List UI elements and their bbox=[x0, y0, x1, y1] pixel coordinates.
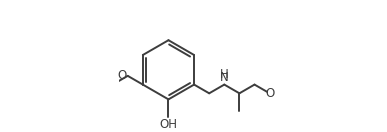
Text: O: O bbox=[117, 69, 127, 82]
Text: H: H bbox=[220, 68, 229, 81]
Text: OH: OH bbox=[159, 118, 178, 131]
Text: N: N bbox=[220, 71, 229, 84]
Text: O: O bbox=[265, 87, 274, 100]
